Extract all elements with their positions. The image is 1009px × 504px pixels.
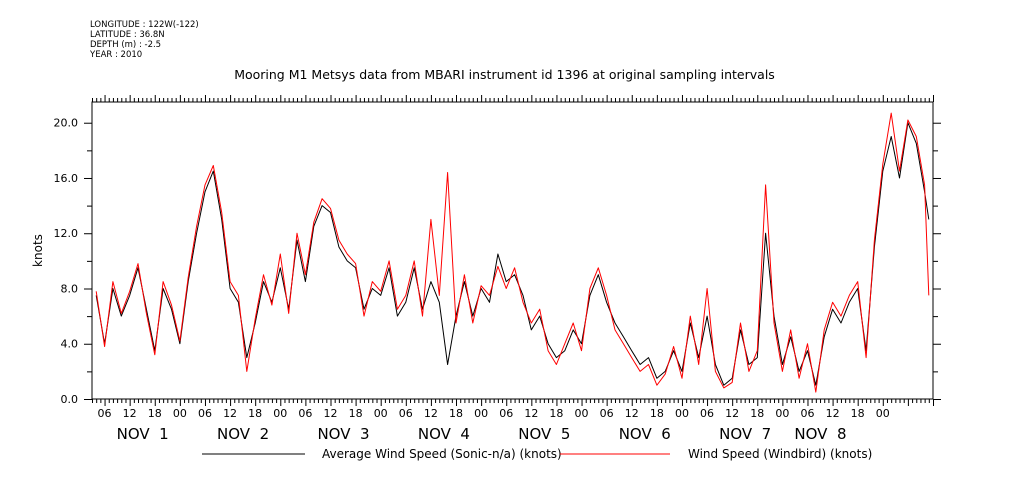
x-hour-label: 12 <box>123 407 137 420</box>
x-day-label: NOV 1 <box>117 425 169 443</box>
x-hour-label: 00 <box>374 407 388 420</box>
x-hour-label: 12 <box>524 407 538 420</box>
metadata-block: LONGITUDE : 122W(-122) LATITUDE : 36.8N … <box>90 20 199 60</box>
x-hour-label: 06 <box>499 407 513 420</box>
x-hour-label: 18 <box>449 407 463 420</box>
x-hour-label: 18 <box>650 407 664 420</box>
y-axis-label: knots <box>31 234 45 267</box>
legend-label: Wind Speed (Windbird) (knots) <box>688 447 872 461</box>
x-hour-label: 06 <box>800 407 814 420</box>
longitude-label: LONGITUDE : 122W(-122) <box>90 20 199 30</box>
x-hour-label: 12 <box>424 407 438 420</box>
y-tick-label: 4.0 <box>61 338 79 351</box>
x-hour-label: 00 <box>775 407 789 420</box>
x-hour-label: 12 <box>625 407 639 420</box>
x-hour-label: 06 <box>700 407 714 420</box>
x-day-label: NOV 4 <box>418 425 470 443</box>
x-hour-label: 12 <box>323 407 337 420</box>
legend-label: Average Wind Speed (Sonic-n/a) (knots) <box>322 447 562 461</box>
series-line-average-wind-speed <box>95 122 930 386</box>
x-day-label: NOV 2 <box>217 425 269 443</box>
x-hour-label: 18 <box>851 407 865 420</box>
x-hour-label: 12 <box>223 407 237 420</box>
x-hour-label: 12 <box>725 407 739 420</box>
x-day-label: NOV 6 <box>619 425 671 443</box>
x-day-label: NOV 5 <box>518 425 570 443</box>
y-tick-label: 0.0 <box>61 393 79 406</box>
y-tick-label: 8.0 <box>61 282 79 295</box>
x-day-label: NOV 7 <box>719 425 771 443</box>
x-day-label: NOV 8 <box>794 425 846 443</box>
x-hour-label: 18 <box>248 407 262 420</box>
x-hour-label: 00 <box>575 407 589 420</box>
year-label: YEAR : 2010 <box>90 50 143 60</box>
x-hour-label: 18 <box>349 407 363 420</box>
x-hour-label: 00 <box>173 407 187 420</box>
x-hour-label: 06 <box>399 407 413 420</box>
x-hour-label: 06 <box>98 407 112 420</box>
latitude-label: LATITUDE : 36.8N <box>90 30 165 40</box>
x-hour-label: 12 <box>826 407 840 420</box>
x-hour-label: 06 <box>600 407 614 420</box>
x-hour-label: 18 <box>549 407 563 420</box>
plot-frame <box>91 101 934 400</box>
x-hour-label: 18 <box>148 407 162 420</box>
series-line-windbird-wind-speed <box>95 112 930 393</box>
y-tick-label: 12.0 <box>54 227 79 240</box>
y-tick-label: 20.0 <box>54 117 79 130</box>
x-hour-label: 00 <box>675 407 689 420</box>
x-hour-label: 00 <box>474 407 488 420</box>
x-hour-label: 06 <box>198 407 212 420</box>
x-hour-label: 00 <box>273 407 287 420</box>
x-hour-label: 18 <box>750 407 764 420</box>
x-hour-label: 06 <box>298 407 312 420</box>
depth-label: DEPTH (m) : -2.5 <box>90 40 162 50</box>
y-tick-label: 16.0 <box>54 172 79 185</box>
x-hour-label: 00 <box>876 407 890 420</box>
x-day-label: NOV 3 <box>317 425 369 443</box>
chart-title: Mooring M1 Metsys data from MBARI instru… <box>234 67 775 82</box>
